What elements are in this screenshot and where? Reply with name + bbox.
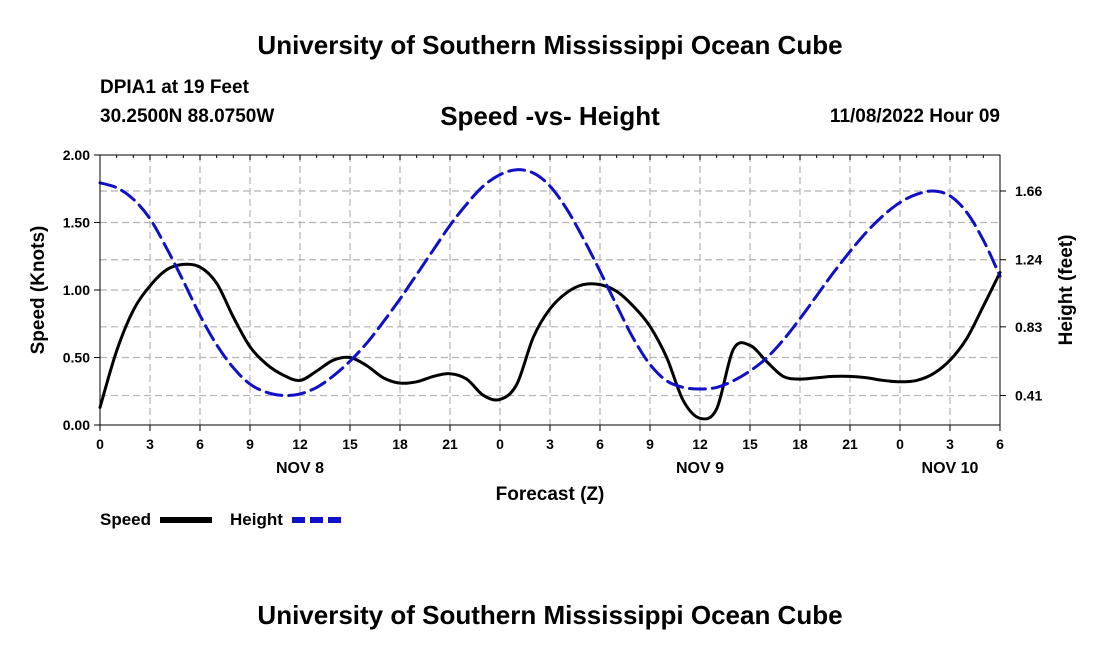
day-label: NOV 10 [922, 460, 979, 477]
grid-layer [100, 155, 1000, 425]
x-tick-label: 6 [996, 436, 1004, 452]
y2-tick-label: 0.83 [1015, 319, 1042, 335]
x-tick-label: 21 [442, 436, 458, 452]
speed-height-chart: 0 3 6 9 12 15 18 21 0 3 6 9 12 15 18 21 0 3 6 NOV 8 NOV 9 NOV… [28, 147, 1077, 529]
x-tick-label: 3 [946, 436, 954, 452]
series-line-speed [98, 262, 1002, 421]
y2-axis-label: Height (feet) [1056, 235, 1077, 346]
series-line-height [98, 168, 1002, 398]
x-tick-label: 12 [292, 436, 308, 452]
y-axis-label: Speed (Knots) [28, 226, 49, 355]
day-label: NOV 9 [676, 460, 724, 477]
x-tick-label: 9 [246, 436, 254, 452]
x-tick-label: 9 [646, 436, 654, 452]
x-tick-label: 6 [596, 436, 604, 452]
y-tick-label: 0.50 [63, 350, 90, 366]
day-label: NOV 8 [276, 460, 324, 477]
x-tick-label: 12 [692, 436, 708, 452]
x-tick-label: 18 [392, 436, 408, 452]
x-tick-label: 3 [546, 436, 554, 452]
x-tick-label: 0 [896, 436, 904, 452]
y-tick-label: 2.00 [63, 147, 90, 163]
station-coordinates: 30.2500N 88.0750W [100, 106, 275, 127]
legend: Speed Height [100, 510, 344, 529]
x-tick-label: 0 [96, 436, 104, 452]
x-tick-label: 15 [742, 436, 758, 452]
y2-tick-label: 1.66 [1015, 183, 1042, 199]
main-title: University of Southern Mississippi Ocean… [257, 30, 843, 60]
x-tick-label: 15 [342, 436, 358, 452]
station-label: DPIA1 at 19 Feet [100, 77, 249, 98]
y2-tick-label: 1.24 [1015, 252, 1042, 268]
y-tick-label: 1.50 [63, 215, 90, 231]
series-layer [98, 168, 1002, 421]
x-tick-label: 0 [496, 436, 504, 452]
chart-title: Speed -vs- Height [440, 101, 660, 131]
x-tick-label: 6 [196, 436, 204, 452]
y2-tick-label: 0.41 [1015, 388, 1042, 404]
x-tick-label: 21 [842, 436, 858, 452]
footer-title: University of Southern Mississippi Ocean… [257, 600, 843, 630]
y-tick-label: 1.00 [63, 282, 90, 298]
x-tick-label: 18 [792, 436, 808, 452]
y-tick-label: 0.00 [63, 417, 90, 433]
forecast-datetime: 11/08/2022 Hour 09 [829, 106, 1000, 127]
axis-layer: 0 3 6 9 12 15 18 21 0 3 6 9 12 15 18 21 0 3 6 NOV 8 NOV 9 NOV… [63, 147, 1043, 477]
legend-label-height: Height [230, 510, 283, 529]
legend-label-speed: Speed [100, 510, 151, 529]
x-tick-label: 3 [146, 436, 154, 452]
x-axis-label: Forecast (Z) [496, 484, 605, 505]
